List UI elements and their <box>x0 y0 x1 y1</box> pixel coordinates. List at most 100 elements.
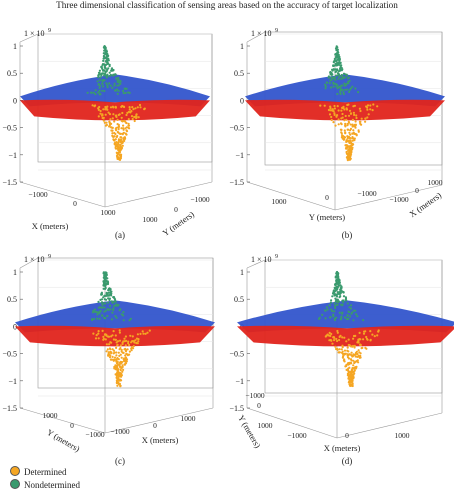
determined-point <box>336 114 339 117</box>
legend-determined-label: Determined <box>24 467 67 477</box>
determined-point <box>346 135 349 138</box>
determined-point <box>120 116 123 119</box>
nondetermined-point <box>107 289 110 292</box>
z-tick-label: −1.5 <box>2 404 17 413</box>
nondetermined-point <box>323 83 327 86</box>
nondetermined-point <box>342 295 346 298</box>
nondetermined-point <box>344 73 347 76</box>
determined-point <box>352 359 355 362</box>
nondetermined-point <box>334 53 337 56</box>
nondetermined-point <box>112 307 115 310</box>
determined-point <box>349 112 353 115</box>
nondetermined-point <box>332 64 335 68</box>
determined-point <box>352 364 355 367</box>
determined-point <box>117 126 120 129</box>
nondetermined-point <box>105 283 108 286</box>
nondetermined-point <box>334 306 337 310</box>
determined-point <box>343 129 346 132</box>
determined-point <box>107 353 110 357</box>
determined-point <box>336 329 339 333</box>
determined-point <box>341 135 344 138</box>
nondetermined-point <box>121 89 125 93</box>
determined-point <box>139 332 142 335</box>
determined-point <box>346 159 349 162</box>
determined-point <box>127 342 130 345</box>
determined-point <box>369 108 372 111</box>
determined-point <box>120 148 123 151</box>
chart-svg: 10.50−0.5−1−1.51 × 109−10000100010000−10… <box>229 254 454 466</box>
determined-point <box>351 139 354 142</box>
nondetermined-point <box>348 90 351 94</box>
nondetermined-point <box>93 308 97 311</box>
panel-caption: (a) <box>115 230 125 240</box>
nondetermined-point <box>329 316 332 319</box>
nondetermined-point <box>100 306 103 309</box>
determined-points <box>319 103 379 162</box>
determined-point <box>351 371 354 374</box>
nondetermined-point <box>330 86 333 89</box>
nondetermined-point <box>106 280 109 283</box>
nondetermined-point <box>102 85 105 88</box>
determined-point <box>323 104 326 107</box>
nondetermined-point <box>332 289 336 292</box>
nondetermined-point <box>329 301 332 304</box>
nondetermined-point <box>334 276 337 279</box>
nondetermined-point <box>336 274 339 277</box>
determined-point <box>109 118 112 121</box>
determined-point <box>104 113 107 116</box>
nondetermined-point <box>98 317 101 320</box>
nondetermined-point <box>106 86 109 89</box>
panel-a: 1 0.5 0 −0.5 −1 −1.5 1 × 10 9 −1000 0 1000 1000 0 −10… <box>0 12 227 242</box>
nondetermined-point <box>342 92 345 96</box>
nondetermined-point <box>335 56 338 59</box>
y-axis-label: Y (meters) <box>161 209 197 238</box>
determined-point <box>108 343 111 346</box>
nondetermined-point <box>91 311 94 314</box>
determined-point <box>114 364 117 367</box>
determined-point <box>336 339 339 343</box>
determined-point <box>128 343 131 347</box>
determined-point <box>123 337 126 340</box>
nondetermined-point <box>333 317 336 320</box>
determined-point <box>111 334 114 337</box>
determined-point <box>144 332 147 335</box>
nondetermined-point <box>122 92 125 95</box>
nondetermined-point <box>332 313 335 316</box>
determined-point <box>343 136 347 139</box>
nondetermined-point <box>89 91 93 94</box>
nondetermined-point <box>96 313 99 316</box>
determined-point <box>358 331 361 334</box>
nondetermined-point <box>332 82 335 85</box>
nondetermined-point <box>103 273 106 276</box>
red-surface <box>20 99 210 121</box>
nondetermined-point <box>103 306 106 309</box>
nondetermined-point <box>86 91 89 94</box>
determined-point <box>112 113 115 116</box>
determined-point <box>109 106 113 109</box>
determined-point <box>337 118 340 121</box>
nondetermined-point <box>103 65 106 68</box>
nondetermined-point <box>335 64 338 67</box>
x-axis-label: X (meters) <box>32 221 69 231</box>
nondetermined-point <box>97 74 100 77</box>
nondetermined-point <box>105 76 108 79</box>
nondetermined-point <box>348 306 351 309</box>
determined-point <box>360 117 363 120</box>
determined-point <box>337 109 340 112</box>
nondetermined-point <box>105 82 108 85</box>
determined-point <box>120 375 123 378</box>
y-tick-label: 1000 <box>43 411 58 420</box>
determined-point <box>339 122 343 125</box>
nondetermined-point <box>117 76 120 79</box>
determined-point <box>124 354 127 357</box>
determined-point <box>350 351 353 354</box>
determined-point <box>119 353 122 356</box>
determined-point <box>327 108 330 112</box>
determined-point <box>134 107 137 110</box>
nondetermined-point <box>339 69 342 72</box>
determined-point <box>101 329 104 332</box>
nondetermined-point <box>110 294 113 297</box>
determined-point <box>352 375 355 378</box>
determined-point <box>121 120 124 123</box>
